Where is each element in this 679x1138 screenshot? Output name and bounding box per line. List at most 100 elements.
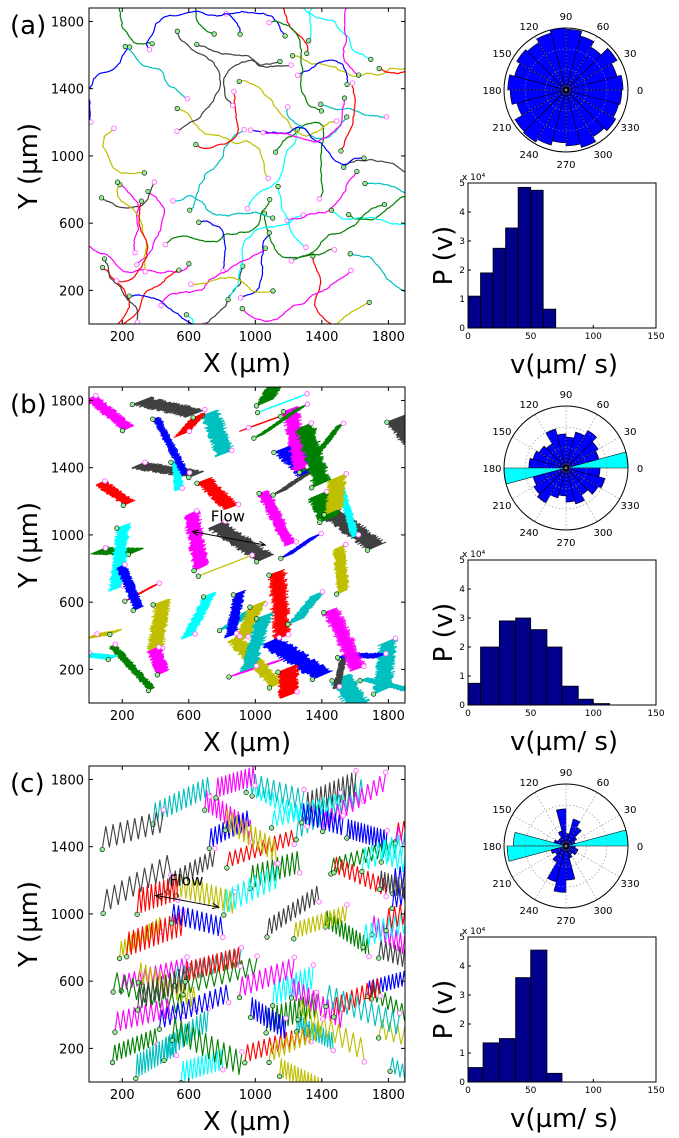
end-marker: [94, 631, 100, 637]
start-marker: [299, 820, 305, 826]
track-path: [295, 422, 332, 489]
start-marker: [211, 31, 217, 37]
start-marker: [253, 403, 260, 409]
track-path: [331, 209, 405, 226]
start-marker: [236, 78, 242, 85]
track-path: [307, 490, 341, 523]
end-marker: [415, 901, 420, 906]
track-path: [114, 998, 171, 1033]
end-marker: [170, 198, 176, 204]
start-marker: [256, 490, 262, 497]
histogram-bar: [546, 646, 563, 706]
track-path: [146, 598, 172, 655]
start-marker: [328, 207, 335, 213]
x-axis-label: X (µm): [203, 349, 291, 379]
start-marker: [347, 251, 353, 257]
end-marker: [383, 893, 389, 900]
rose-angle-label: 90: [560, 12, 573, 23]
start-marker: [262, 245, 268, 251]
start-marker: [355, 72, 362, 78]
track-path: [171, 1017, 243, 1075]
start-marker: [378, 859, 384, 865]
rose-wedge: [536, 32, 567, 91]
track-path: [116, 564, 144, 612]
x-tick-label: 1800: [372, 1088, 405, 1103]
start-marker: [196, 219, 202, 225]
y-tick-label: 200: [59, 663, 84, 678]
end-marker: [162, 241, 169, 248]
end-marker: [340, 813, 346, 819]
track-path: [111, 1028, 158, 1063]
track-path: [184, 947, 241, 982]
track-path: [89, 46, 130, 123]
start-marker: [107, 631, 113, 638]
hist-y-tick-label: 0: [459, 1078, 465, 1088]
rose-wedge: [565, 467, 606, 489]
hist-x-axis-label: v(µm/ s): [510, 727, 618, 757]
y-tick-label: 1000: [51, 908, 84, 923]
x-tick-label: 200: [110, 330, 135, 345]
end-marker: [320, 1016, 326, 1022]
track-path: [122, 269, 180, 324]
y-tick-label: 1000: [51, 529, 84, 544]
rose-grid-circle: [524, 48, 608, 132]
start-marker: [368, 56, 374, 62]
track-path: [268, 1018, 324, 1063]
track-path: [332, 655, 348, 690]
start-marker: [186, 474, 192, 481]
end-marker: [392, 635, 399, 642]
flow-arrow: [154, 893, 220, 910]
start-marker: [263, 1030, 269, 1036]
track-path: [145, 10, 241, 51]
x-tick-label: 1400: [305, 330, 338, 345]
start-marker: [275, 183, 281, 190]
track-path: [165, 199, 271, 245]
start-marker: [318, 101, 324, 107]
start-marker: [268, 825, 275, 831]
histogram-frame: [467, 936, 657, 1083]
histogram-bar: [517, 186, 532, 329]
end-marker: [245, 633, 252, 640]
y-tick-label: 1800: [51, 394, 84, 409]
track-path: [109, 643, 155, 691]
rose-angle-label: 0: [637, 86, 643, 97]
end-marker: [212, 845, 218, 852]
start-marker: [186, 261, 192, 267]
rose-angle-label: 300: [593, 150, 612, 161]
track-path: [190, 276, 274, 293]
start-marker: [222, 827, 228, 833]
track-path: [167, 848, 216, 892]
y-axis-label: Y (µm): [14, 881, 44, 968]
track-path: [277, 186, 307, 248]
end-marker: [296, 870, 303, 876]
rose-angle-label: 120: [519, 400, 538, 411]
start-marker: [361, 155, 367, 161]
start-marker: [100, 910, 106, 917]
hist-x-tick-label: 0: [465, 1086, 471, 1096]
x-tick-label: 200: [110, 709, 135, 724]
track-path: [195, 8, 215, 35]
track-path: [343, 158, 405, 173]
track-path: [198, 220, 227, 271]
hist-y-tick-label: 0: [459, 324, 465, 334]
x-tick-label: 1400: [305, 709, 338, 724]
y-tick-label: 1000: [51, 150, 84, 165]
rose-wedge: [565, 818, 581, 847]
track-path: [223, 863, 279, 916]
x-tick-label: 600: [176, 1088, 201, 1103]
end-marker: [337, 790, 344, 796]
end-marker: [412, 687, 417, 692]
end-marker: [253, 663, 260, 669]
end-marker: [156, 644, 162, 650]
hist-x-tick-label: 150: [647, 1086, 664, 1096]
y-tick-label: 1400: [51, 841, 84, 856]
track-path: [279, 1058, 323, 1082]
y-tick-label: 1400: [51, 83, 84, 98]
track-path: [269, 20, 322, 112]
track-path: [102, 854, 172, 914]
track-path: [136, 190, 166, 266]
rose-outline: [503, 405, 629, 531]
end-marker: [301, 786, 307, 793]
start-marker: [169, 1037, 175, 1043]
start-marker: [141, 170, 147, 176]
